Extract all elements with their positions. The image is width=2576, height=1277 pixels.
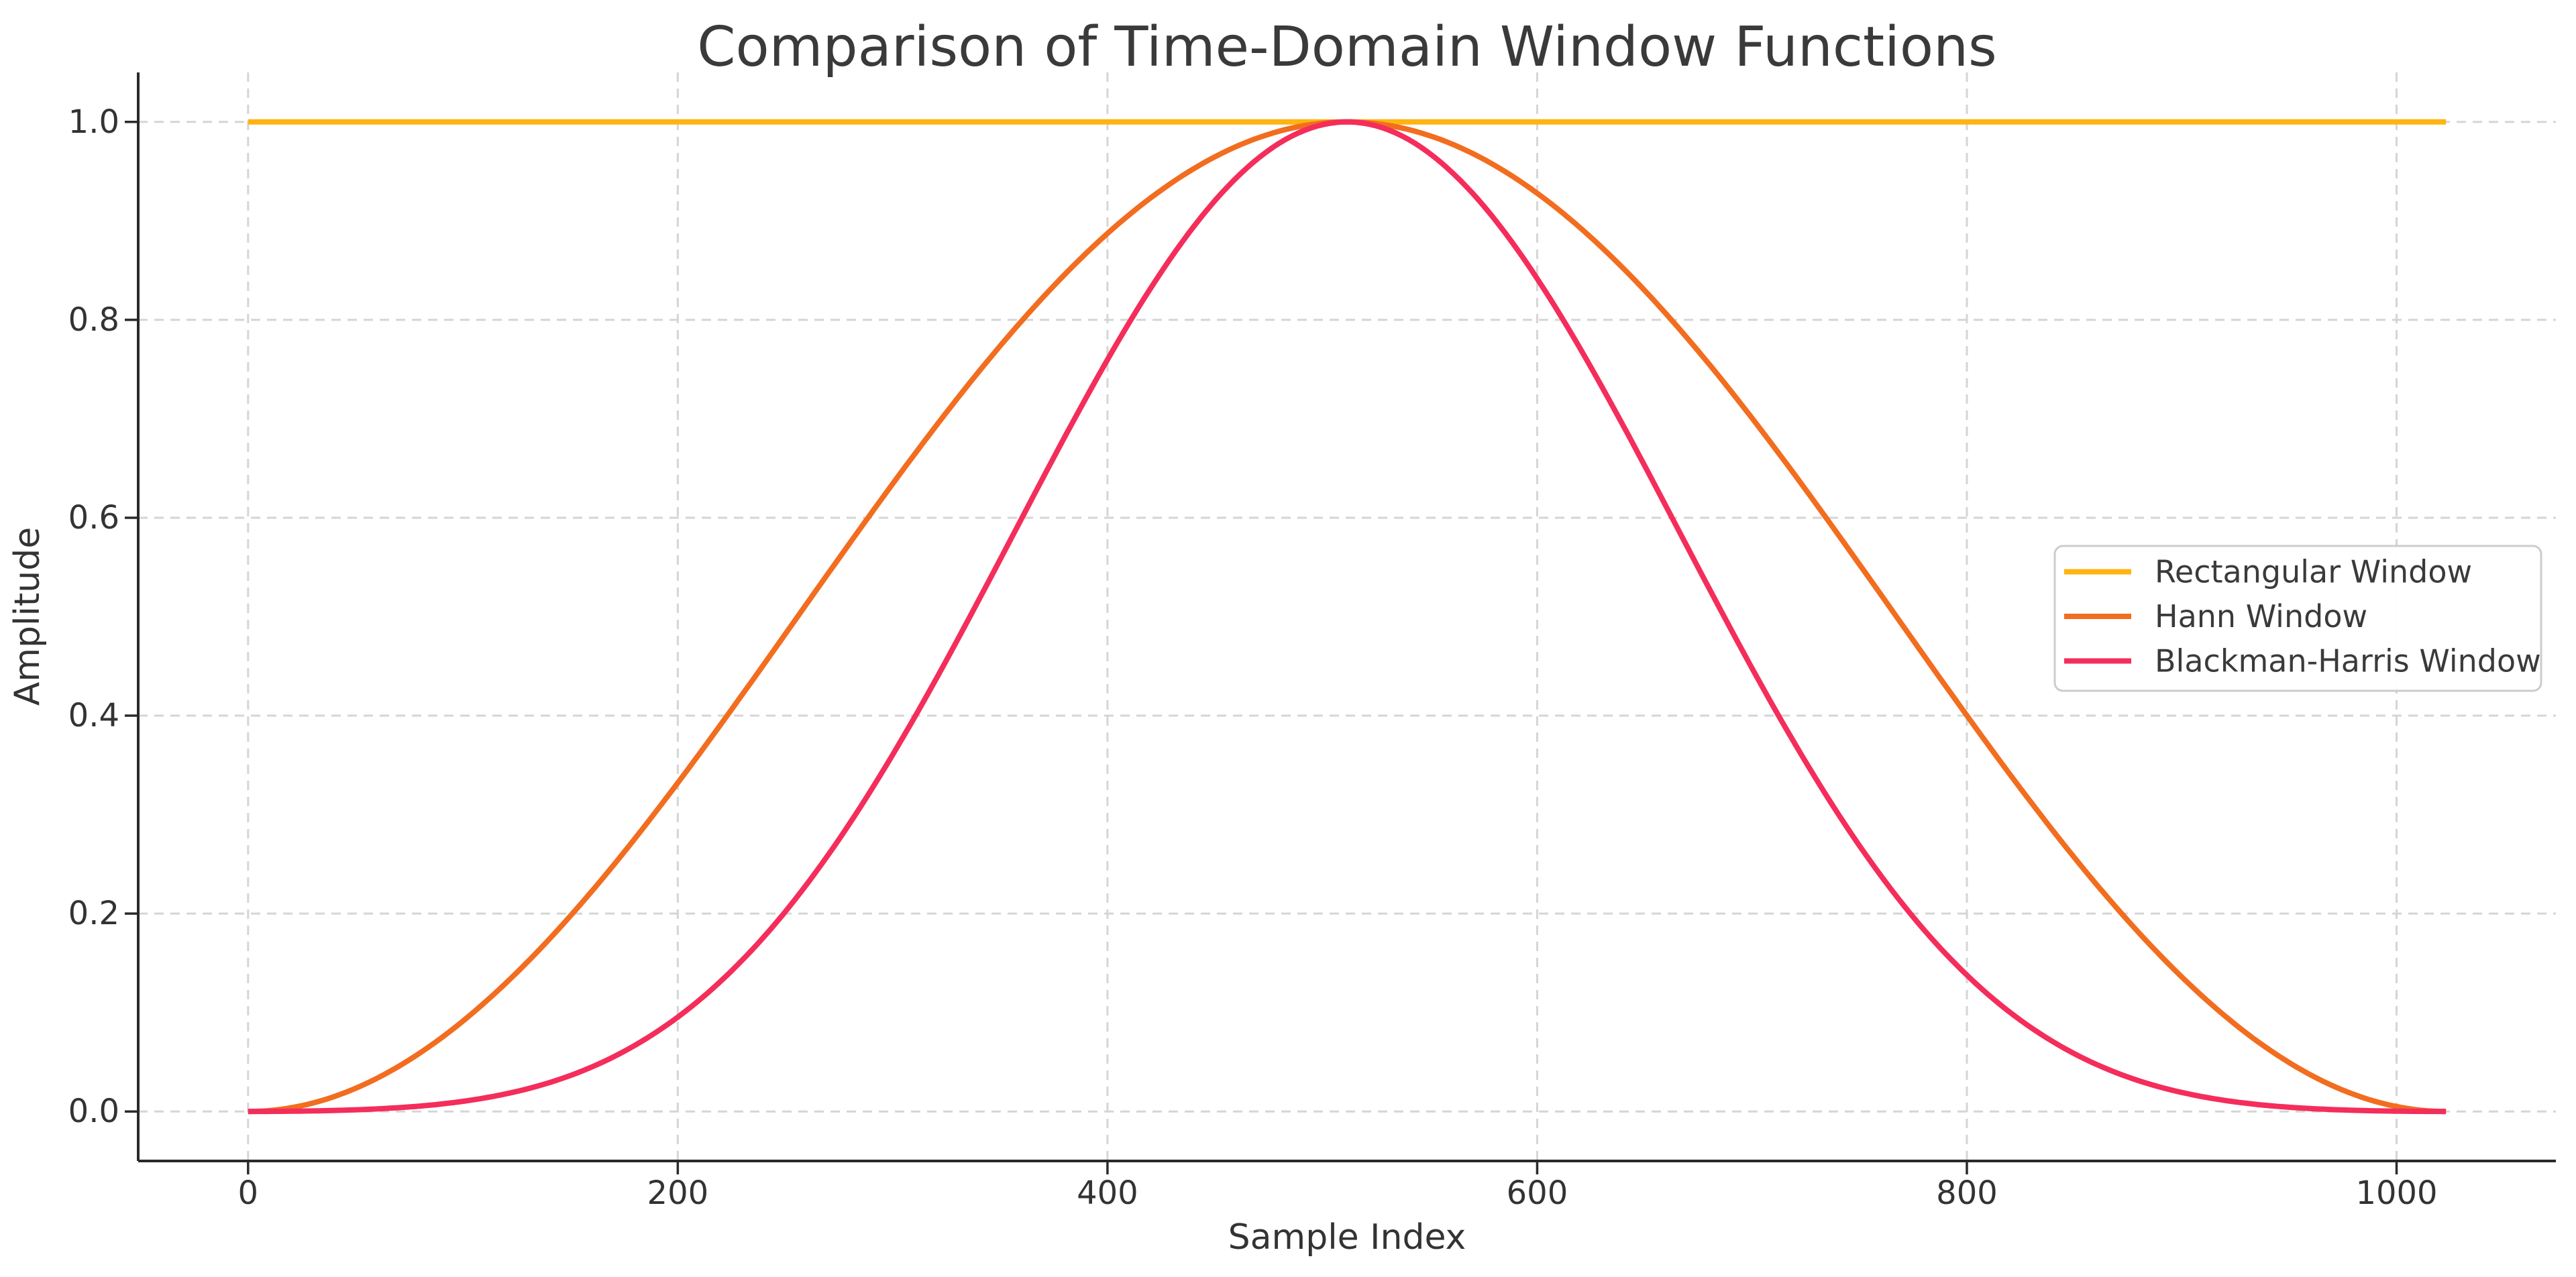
tick-labels: 0 200 400 600 800 1000 0.0 0.2 0.4 0.6 0.8 1.0 xyxy=(68,103,2438,1212)
legend-box xyxy=(2053,545,2542,692)
axes-spines xyxy=(137,72,2556,1162)
x-tick-label: 200 xyxy=(647,1174,709,1212)
x-tick-label: 1000 xyxy=(2355,1174,2437,1212)
y-tick-label: 0.8 xyxy=(68,301,119,339)
series-line-blackman_harris xyxy=(248,119,2447,1115)
x-tick-label: 600 xyxy=(1507,1174,1568,1212)
y-tick-label: 1.0 xyxy=(68,103,119,141)
y-tick-label: 0.6 xyxy=(68,499,119,537)
x-axis-label: Sample Index xyxy=(1228,1217,1466,1258)
y-tick-label: 0.0 xyxy=(68,1093,119,1130)
legend: Rectangular Window Hann Window Blackman-Ha… xyxy=(2053,545,2542,692)
legend-entry-label: Blackman-Harris Window xyxy=(2155,643,2541,679)
x-tick-label: 800 xyxy=(1936,1174,1998,1212)
series-curves xyxy=(248,119,2447,1115)
y-axis-label: Amplitude xyxy=(7,527,48,706)
chart-title: Comparison of Time-Domain Window Functio… xyxy=(697,15,1997,79)
legend-entry-label: Hann Window xyxy=(2155,598,2367,634)
y-tick-label: 0.2 xyxy=(68,895,119,932)
x-tick-label: 0 xyxy=(238,1174,259,1212)
tick-marks xyxy=(125,121,2398,1174)
x-tick-label: 400 xyxy=(1077,1174,1138,1212)
y-tick-label: 0.4 xyxy=(68,697,119,734)
legend-entry-label: Rectangular Window xyxy=(2155,554,2472,590)
